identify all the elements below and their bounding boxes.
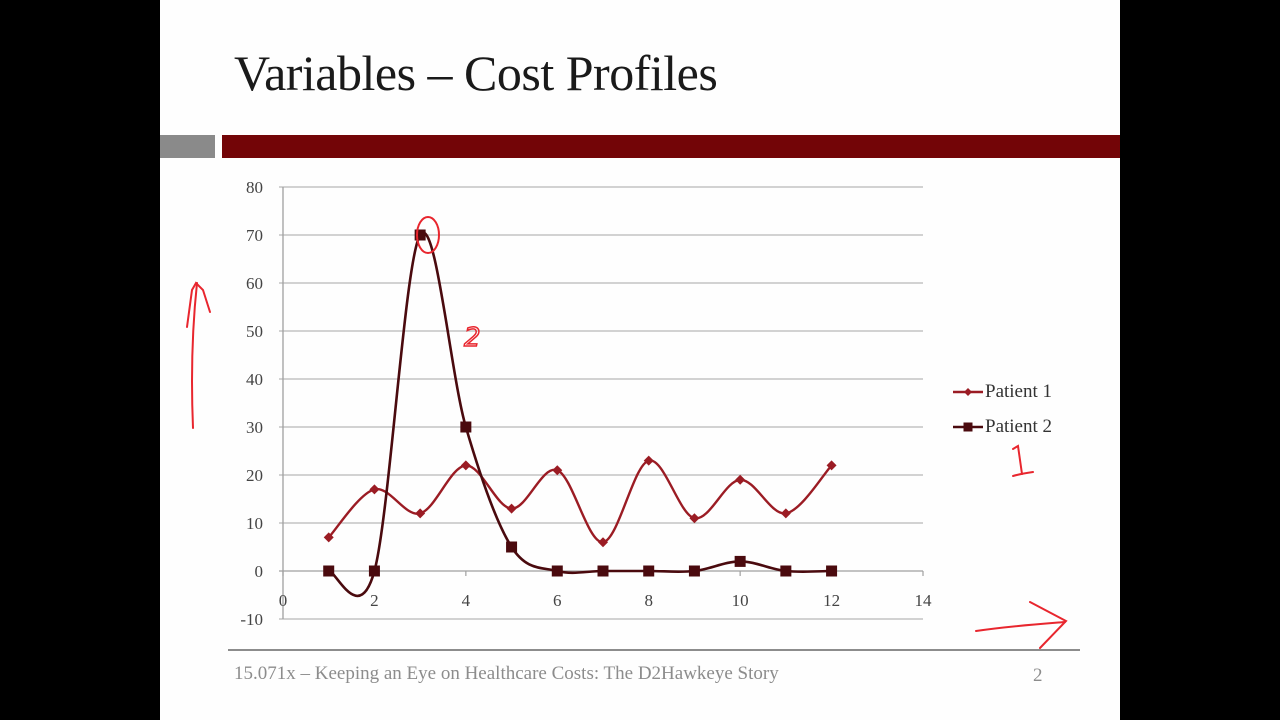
chart-legend: Patient 1 Patient 2 [953,374,1052,444]
y-tick-label: 40 [246,370,263,389]
series-patient-1 [323,455,837,548]
data-point [734,555,746,567]
x-tick-label: 0 [279,591,288,610]
y-tick-label: 50 [246,322,263,341]
y-tick-label: 80 [246,178,263,197]
data-point [552,465,563,476]
y-tick-label: 60 [246,274,263,293]
legend-item-patient-1: Patient 1 [953,374,1052,409]
data-point [643,565,655,577]
data-point [597,565,609,577]
data-point [323,565,335,577]
y-tick-label: 20 [246,466,263,485]
square-marker-icon [953,422,983,431]
data-point [460,460,471,471]
data-point [415,508,426,519]
y-tick-label: 10 [246,514,263,533]
data-point [598,537,608,548]
x-tick-label: 6 [553,591,562,610]
data-point [826,565,838,577]
data-point [414,229,426,241]
x-tick-label: 2 [370,591,379,610]
data-point [689,513,700,524]
slide: Variables – Cost Profiles -10 0 10 20 30 40 50… [160,0,1120,720]
y-tick-label: 70 [246,226,263,245]
data-point [643,455,654,466]
data-point [735,474,746,485]
data-point [551,565,563,577]
y-tick-label: 0 [255,562,264,581]
page-number: 2 [1033,665,1043,686]
x-tick-label: 12 [823,591,840,610]
data-point [506,503,517,514]
data-point [460,421,472,433]
data-point [506,541,518,553]
cost-profile-chart: -10 0 10 20 30 40 50 60 70 80 0 2 4 6 8 10 12 14 [240,178,933,629]
y-tick-label: -10 [240,610,263,629]
data-point [780,508,791,519]
legend-label: Patient 1 [985,380,1053,402]
data-point [826,460,837,471]
title-accent-red-bar [222,135,1120,158]
legend-item-patient-2: Patient 2 [953,409,1052,444]
footer-course-title: 15.071x – Keeping an Eye on Healthcare C… [234,663,779,684]
legend-label: Patient 2 [985,415,1053,437]
y-tick-label: 30 [246,418,263,437]
data-point [368,565,380,577]
data-point [688,565,700,577]
x-tick-label: 10 [732,591,749,610]
x-tick-label: 14 [915,591,933,610]
slide-title: Variables – Cost Profiles [234,45,718,101]
diamond-marker-icon [953,387,983,396]
data-point [369,484,380,495]
title-accent-grey-bar [160,135,215,158]
x-tick-label: 4 [462,591,471,610]
footer-divider [228,649,1080,651]
data-point [323,532,334,543]
series-patient-2 [323,229,838,598]
data-point [780,565,792,577]
x-tick-label: 8 [644,591,653,610]
